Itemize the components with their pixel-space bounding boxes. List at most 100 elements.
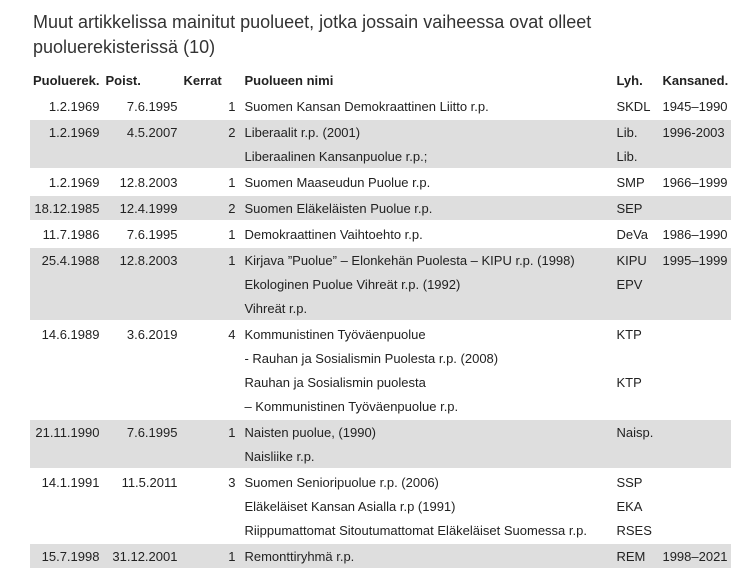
cell-abbreviation: REM [613,543,660,568]
cell-parliament [659,518,731,543]
cell-abbreviation: SMP [616,174,645,190]
cell-registered [30,518,102,543]
cell-parliament: 1998–2021 [659,543,732,568]
cell-registered [30,346,102,370]
header-registered: Puoluerek. [33,72,100,88]
header-party-name: Puolueen nimi [244,72,334,88]
cell-parliament [659,144,732,169]
party-group: 14.1.1991 11.5.2011 3 Suomen Senioripuolue … [30,469,732,543]
cell-abbreviation [613,444,660,469]
cell-abbreviation: RSES [616,522,652,538]
cell-removed [102,370,180,394]
table-row: 15.7.1998 31.12.2001 1 Remonttiryhmä r.p. RE… [30,543,732,568]
cell-abbreviation: KTP [616,326,642,342]
cell-parliament: 1996-2003 [659,119,732,144]
header-abbreviation: Lyh. [616,72,643,88]
cell-registered [30,144,103,169]
cell-abbreviation: Lib. [613,144,660,169]
cell-abbreviation: SEP [613,195,660,221]
cell-party-name: – Kommunistinen Työväenpuolue r.p. [244,398,459,414]
cell-times [180,494,238,518]
header-times: Kerrat [183,72,222,88]
cell-times: 1 [180,543,239,568]
cell-removed: 11.5.2011 [121,474,178,490]
cell-removed [102,296,181,321]
cell-parliament [659,296,732,321]
cell-parliament: 1945–1990 [662,98,728,114]
cell-times: 3 [228,474,236,490]
cell-abbreviation [613,346,659,370]
cell-registered [30,370,102,394]
table-row: Liberaalinen Kansanpuolue r.p.; Lib. [30,144,732,169]
cell-party-name: Demokraattinen Vaihtoehto r.p. [244,226,423,242]
header-parliament: Kansaned. [662,72,729,88]
cell-times: 1 [180,419,239,444]
cell-parliament [659,272,732,296]
cell-abbreviation: SKDL [616,98,651,114]
cell-party-name: - Rauhan ja Sosialismin Puolesta r.p. (2… [244,350,499,366]
cell-parliament [659,195,732,221]
cell-party-name: Naisten puolue, (1990) [238,419,614,444]
table-row: Vihreät r.p. [30,296,732,321]
cell-times [180,144,239,169]
cell-times [180,272,239,296]
cell-parliament [659,370,731,394]
cell-removed [102,494,180,518]
cell-removed [102,518,180,543]
cell-party-name: Vihreät r.p. [238,296,614,321]
cell-removed: 4.5.2007 [102,119,181,144]
cell-removed: 7.6.1995 [126,226,178,242]
cell-removed: 31.12.2001 [102,543,181,568]
cell-parliament: 1986–1990 [662,226,728,242]
cell-registered [30,296,103,321]
table-row: 25.4.1988 12.8.2003 1 Kirjava ”Puolue” – El… [30,247,732,272]
party-group: 15.7.1998 31.12.2001 1 Remonttiryhmä r.p. RE… [30,543,732,568]
party-group: 25.4.1988 12.8.2003 1 Kirjava ”Puolue” – El… [30,247,732,321]
cell-party-name: Riippumattomat Sitoutumattomat Eläkeläis… [244,522,587,538]
cell-removed: 12.4.1999 [102,195,181,221]
table-row: - Rauhan ja Sosialismin Puolesta r.p. (2… [30,346,731,370]
cell-abbreviation: Naisp. [613,419,660,444]
cell-party-name: Suomen Eläkeläisten Puolue r.p. [238,195,614,221]
table-row: 1.2.1969 4.5.2007 2 Liberaalit r.p. (2001) L… [30,119,732,144]
cell-times [180,296,239,321]
cell-parliament: 1995–1999 [659,247,732,272]
cell-removed: 3.6.2019 [126,326,178,342]
table-row: Rauhan ja Sosialismin puolesta KTP [30,370,731,394]
cell-abbreviation: KIPU [613,247,660,272]
table-row: Eläkeläiset Kansan Asialla r.p (1991) EKA [30,494,731,518]
cell-abbreviation: EPV [613,272,660,296]
cell-registered [30,272,103,296]
cell-parliament [659,494,731,518]
cell-abbreviation: DeVa [616,226,649,242]
cell-parliament [659,469,731,494]
cell-parliament [659,394,731,419]
header-removed: Poist. [105,72,141,88]
cell-party-name: Kommunistinen Työväenpuolue [244,326,426,342]
cell-parliament [659,346,731,370]
cell-times: 1 [228,226,236,242]
cell-registered: 21.11.1990 [30,419,103,444]
cell-party-name: Naisliike r.p. [238,444,614,469]
cell-times [180,444,239,469]
cell-registered: 1.2.1969 [30,119,103,144]
party-group: 1.2.1969 12.8.2003 1 Suomen Maaseudun Puolu… [30,169,732,195]
cell-times: 2 [180,195,239,221]
table-row: – Kommunistinen Työväenpuolue r.p. [30,394,731,419]
cell-party-name: Liberaalinen Kansanpuolue r.p.; [238,144,614,169]
party-group: 21.11.1990 7.6.1995 1 Naisten puolue, (1990… [30,419,732,469]
party-group: 1.2.1969 7.6.1995 1 Suomen Kansan Demokraat… [30,93,732,119]
cell-registered: 14.1.1991 [41,474,100,490]
cell-party-name: Ekologinen Puolue Vihreät r.p. (1992) [238,272,614,296]
cell-registered: 1.2.1969 [48,174,100,190]
party-group: 11.7.1986 7.6.1995 1 Demokraattinen Vaihtoe… [30,221,732,247]
table-row: 11.7.1986 7.6.1995 1 Demokraattinen Vaihtoe… [30,221,731,247]
cell-registered: 18.12.1985 [30,195,103,221]
cell-times: 1 [228,98,236,114]
cell-registered [30,444,103,469]
cell-removed [102,144,181,169]
table-row: 1.2.1969 7.6.1995 1 Suomen Kansan Demokraat… [30,93,731,119]
cell-party-name: Suomen Senioripuolue r.p. (2006) [244,474,439,490]
table-row: Riippumattomat Sitoutumattomat Eläkeläis… [30,518,731,543]
cell-registered: 11.7.1986 [42,226,100,242]
